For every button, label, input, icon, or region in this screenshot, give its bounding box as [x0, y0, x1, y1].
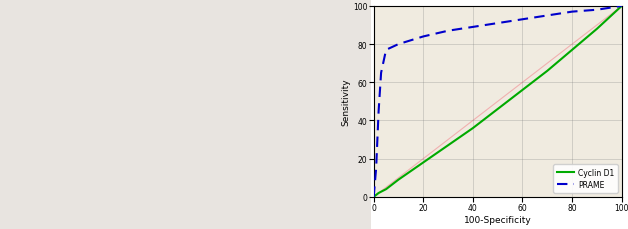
Line: Cyclin D1: Cyclin D1: [374, 7, 622, 197]
PRAME: [618, 5, 625, 8]
PRAME: [469, 26, 477, 29]
Cyclin D1: [494, 108, 501, 111]
Cyclin D1: [593, 28, 600, 31]
X-axis label: 100-Specificity: 100-Specificity: [464, 215, 531, 224]
PRAME: [420, 36, 427, 39]
PRAME: [377, 72, 385, 75]
Cyclin D1: [568, 49, 576, 52]
Cyclin D1: [420, 161, 427, 164]
PRAME: [370, 196, 377, 198]
Cyclin D1: [519, 89, 526, 92]
Cyclin D1: [370, 196, 377, 198]
PRAME: [544, 15, 551, 18]
Cyclin D1: [445, 144, 452, 147]
Cyclin D1: [469, 127, 477, 130]
Legend: Cyclin D1, PRAME: Cyclin D1, PRAME: [553, 165, 618, 193]
PRAME: [519, 19, 526, 22]
PRAME: [407, 40, 414, 42]
Cyclin D1: [618, 5, 625, 8]
PRAME: [494, 23, 501, 25]
PRAME: [372, 167, 380, 170]
PRAME: [375, 110, 382, 113]
PRAME: [568, 11, 576, 14]
Cyclin D1: [544, 70, 551, 73]
Line: PRAME: PRAME: [374, 7, 622, 197]
Cyclin D1: [394, 178, 402, 181]
PRAME: [445, 30, 452, 33]
Cyclin D1: [375, 192, 382, 194]
PRAME: [593, 9, 600, 12]
Cyclin D1: [382, 188, 390, 191]
PRAME: [394, 44, 402, 46]
Y-axis label: Sensitivity: Sensitivity: [341, 78, 350, 126]
PRAME: [382, 49, 390, 52]
